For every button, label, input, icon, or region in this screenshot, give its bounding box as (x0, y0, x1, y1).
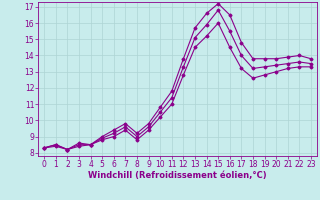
X-axis label: Windchill (Refroidissement éolien,°C): Windchill (Refroidissement éolien,°C) (88, 171, 267, 180)
